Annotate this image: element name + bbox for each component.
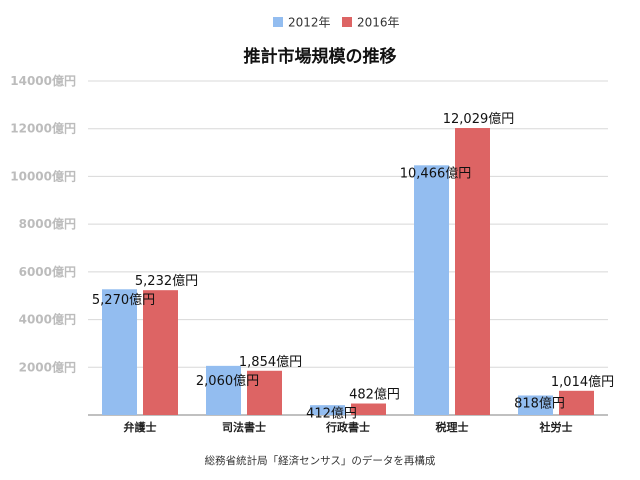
x-axis-labels: 弁護士 司法書士 行政書士 税理士 社労士: [124, 420, 573, 434]
data-label-2012: 2,060億円: [196, 373, 259, 389]
data-label-2016: 12,029億円: [443, 111, 515, 127]
bars: [102, 128, 594, 415]
y-tick-label: 6000億円: [19, 264, 76, 279]
legend-label: 2016年: [357, 16, 400, 30]
data-label-2012: 818億円: [514, 395, 565, 411]
bar-2016年-弁護士: [143, 290, 178, 415]
bar-2012年-社労士: [518, 395, 553, 415]
x-tick-label: 司法書士: [222, 420, 266, 434]
data-label-2016: 1,014億円: [551, 374, 614, 390]
bar-2012年-弁護士: [102, 289, 137, 415]
bar-2016年-司法書士: [247, 370, 282, 415]
data-labels: 5,232億円 5,270億円 1,854億円 2,060億円 482億円 412億円 12…: [92, 111, 614, 421]
source-note: 総務省統計局「経済センサス」のデータを再構成: [205, 454, 436, 467]
data-label-2012: 412億円: [306, 406, 357, 422]
legend-swatch: [273, 17, 283, 27]
bar-2012年-税理士: [414, 165, 449, 415]
legend-label: 2012年: [288, 16, 331, 30]
y-tick-label: 8000億円: [19, 216, 76, 231]
legend-swatch: [342, 17, 352, 27]
bar-2012年-司法書士: [206, 365, 241, 415]
data-label-2012: 10,466億円: [400, 165, 472, 181]
data-label-2016: 1,854億円: [239, 354, 302, 370]
bar-2012年-行政書士: [310, 405, 345, 415]
data-label-2016: 5,232億円: [135, 273, 198, 289]
chart-title: 推計市場規模の推移: [244, 46, 397, 67]
x-tick-label: 社労士: [539, 420, 573, 434]
bar-2016年-行政書士: [351, 403, 386, 415]
bar-2016年-税理士: [455, 128, 490, 415]
x-tick-label: 税理士: [436, 420, 469, 434]
y-tick-label: 2000億円: [19, 359, 76, 374]
y-tick-label: 12000億円: [10, 121, 76, 136]
y-tick-label: 14000億円: [10, 73, 76, 88]
x-tick-label: 弁護士: [124, 420, 157, 434]
y-tick-label: 10000億円: [10, 168, 76, 183]
y-tick-label: 4000億円: [19, 312, 76, 327]
bar-2016年-社労士: [559, 390, 594, 415]
legend: 2012年 2016年: [273, 16, 400, 30]
y-axis-ticks: 2000億円 4000億円 6000億円 8000億円 10000億円 12000億円 14…: [10, 73, 76, 374]
data-label-2016: 482億円: [349, 387, 400, 403]
data-label-2012: 5,270億円: [92, 292, 155, 308]
x-tick-label: 行政書士: [325, 420, 370, 434]
